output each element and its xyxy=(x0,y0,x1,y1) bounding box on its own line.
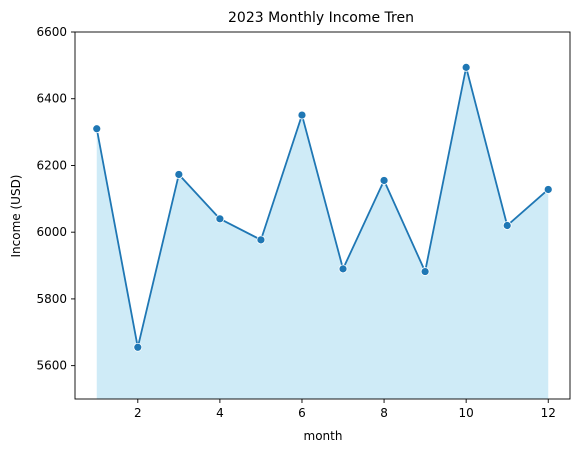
y-tick-label: 6000 xyxy=(36,225,67,239)
plot-area xyxy=(92,62,553,400)
y-tick-label: 5800 xyxy=(36,292,67,306)
data-point xyxy=(379,176,389,185)
x-tick-label: 6 xyxy=(298,406,306,420)
data-point xyxy=(338,264,348,274)
data-point xyxy=(133,342,143,352)
plot-frame xyxy=(74,31,571,400)
x-tick-label: 10 xyxy=(459,406,474,420)
data-point xyxy=(174,170,184,179)
chart-title: 2023 Monthly Income Tren xyxy=(228,10,414,26)
x-axis-ticks: 2 4 6 8 10 12 xyxy=(134,399,556,420)
area-fill xyxy=(96,67,549,400)
x-tick-label: 12 xyxy=(541,406,556,420)
y-tick-label: 5600 xyxy=(36,359,67,373)
data-point xyxy=(256,235,266,245)
data-point xyxy=(297,110,307,120)
data-point xyxy=(502,221,512,230)
data-point xyxy=(420,267,430,276)
data-point xyxy=(92,124,102,134)
x-axis-label: month xyxy=(304,429,343,443)
y-tick-label: 6600 xyxy=(36,25,67,39)
data-point xyxy=(215,214,225,224)
x-tick-label: 4 xyxy=(216,406,224,420)
y-axis-label: Income (USD) xyxy=(9,175,23,258)
x-tick-label: 2 xyxy=(134,406,142,420)
x-tick-label: 8 xyxy=(380,406,388,420)
y-tick-label: 6200 xyxy=(36,158,67,172)
data-point xyxy=(543,185,553,194)
series-line xyxy=(95,66,549,349)
y-tick-label: 6400 xyxy=(36,92,67,106)
data-point xyxy=(461,62,471,72)
y-axis-ticks: 5600 5800 6000 6200 6400 6600 xyxy=(36,25,75,373)
